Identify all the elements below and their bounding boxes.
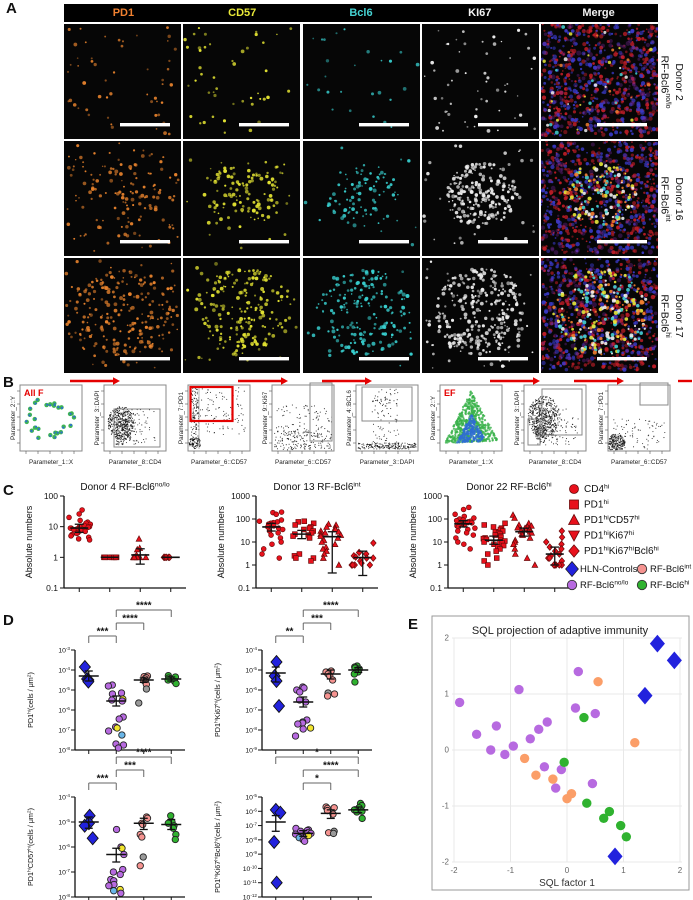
dot-plot-d4: 10-510-610-710-810-910-1010-1110-12PD1hi…: [213, 748, 372, 900]
svg-text:All F: All F: [24, 388, 44, 398]
microscopy-tile: [421, 24, 539, 139]
microscopy-tile: [183, 141, 301, 256]
microscopy-tile: [64, 141, 181, 256]
microscopy-tile: [541, 258, 659, 373]
microscopy-tile: [302, 258, 420, 373]
microscopy-tile: [421, 258, 539, 373]
legend: CD4hiPD1hiPD1hiCD57hiPD1hiKi67hiPD1hiKi6…: [565, 483, 691, 591]
panel-b-label: B: [3, 374, 14, 391]
dot-plot-d2: 10-410-510-610-710-810-9PD1hiKi67hi(cell…: [213, 601, 372, 755]
dot-plot-c3: Donor 22 RF-Bcl6hi0.11101001000Absolute …: [408, 481, 570, 593]
panel-e-label: E: [408, 616, 419, 633]
svg-text:Parameter_2::Y: Parameter_2::Y: [10, 395, 17, 440]
microscopy-tile: [302, 24, 420, 139]
microscopy-tile: [541, 141, 659, 256]
channel-header-bar: PD1 CD57 Bcl6 KI67 Merge: [64, 4, 658, 22]
channel-label-merge: Merge: [582, 7, 615, 19]
microscopy-tile: [541, 24, 659, 139]
microscopy-tile: [64, 24, 181, 139]
microscopy-tile: [183, 24, 301, 139]
row-label-donor-16: Donor 16 RF-Bcl6int: [658, 176, 686, 222]
microscopy-tile: [421, 141, 539, 256]
channel-label-ki67: KI67: [468, 7, 492, 19]
panel-c-label: C: [3, 482, 14, 499]
channel-label-pd1: PD1: [112, 7, 135, 19]
microscopy-tile: [183, 258, 301, 373]
dot-plot-c2: Donor 13 RF-Bcl6int0.11101001000Absolute…: [216, 481, 378, 593]
row-label-donor-2: Donor 2 RF-Bcl6no/lo: [658, 55, 686, 109]
microscopy-tile: [302, 141, 420, 256]
panel-a-label: A: [6, 0, 17, 17]
channel-label-cd57: CD57: [228, 7, 257, 19]
microscopy-tile: [64, 258, 181, 373]
channel-label-bcl6: Bcl6: [349, 7, 373, 19]
row-label-donor-17: Donor 17 RF-Bcl6hi: [658, 294, 686, 338]
svg-text:Parameter_1::X: Parameter_1::X: [29, 459, 74, 466]
panel-d-label: D: [3, 612, 14, 629]
sql-projection-plot: SQL projection of adaptive immunity-2-10…: [431, 615, 690, 891]
